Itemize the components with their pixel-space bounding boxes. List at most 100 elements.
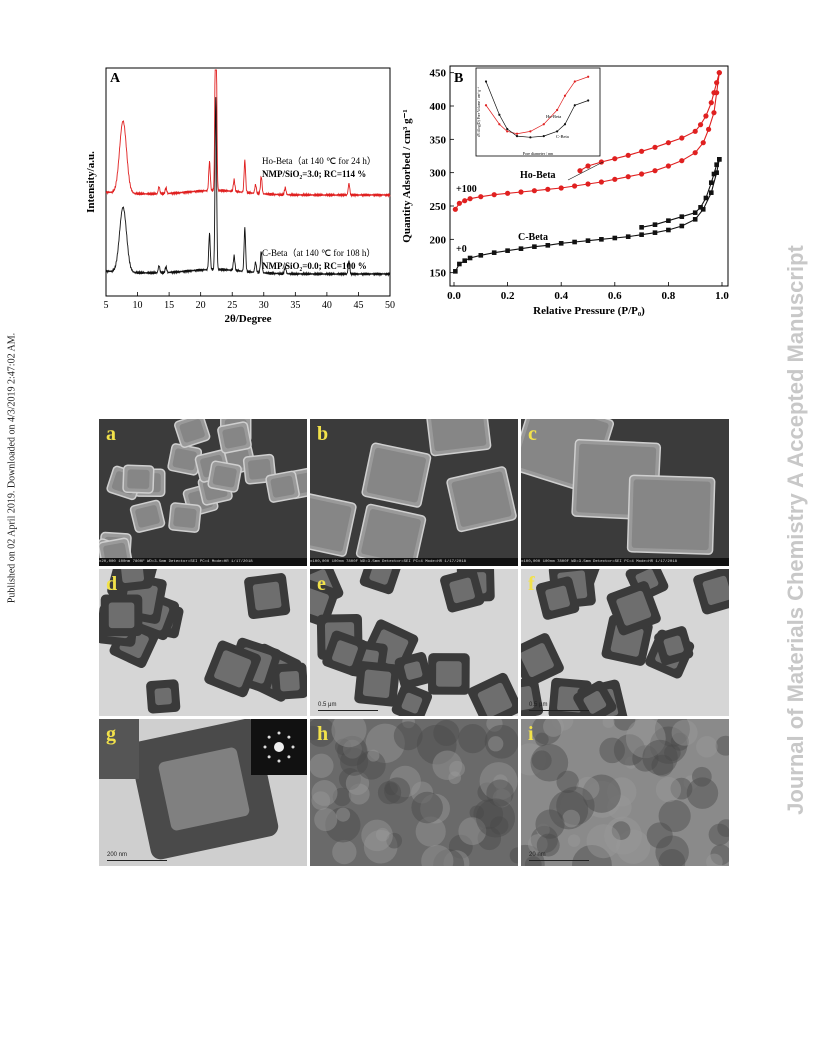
texture-blob — [613, 734, 646, 766]
scale-bar-label: 200 nm — [107, 852, 128, 858]
desorption-point — [612, 156, 618, 162]
texture-blob — [531, 719, 562, 745]
texture-blob — [715, 735, 729, 756]
desorption-point — [714, 80, 720, 86]
scale-bar — [107, 860, 167, 861]
x-tick-label: 0.0 — [447, 290, 461, 302]
callout-line — [567, 161, 604, 181]
x-tick-label: 10 — [133, 300, 143, 311]
texture-blob — [411, 781, 434, 804]
publication-note: Published on 02 April 2019. Downloaded o… — [0, 0, 24, 1056]
adsorption-point — [478, 253, 484, 258]
offset-label: +100 — [456, 184, 477, 195]
crystal-face — [179, 419, 205, 443]
inset-point — [587, 75, 590, 78]
journal-watermark-text: Journal of Materials Chemistry A Accepte… — [783, 245, 808, 815]
scale-bar — [318, 710, 378, 711]
inset-point — [556, 108, 559, 112]
texture-blob — [448, 771, 462, 785]
adsorption-point — [652, 230, 658, 235]
inset-point — [573, 104, 576, 107]
panel-letter: e — [317, 573, 326, 595]
diffraction-spot — [267, 735, 271, 739]
particle-core — [252, 581, 282, 611]
scale-bar-label: 20 nm — [529, 852, 546, 858]
x-axis-label: 2θ/Degree — [224, 313, 271, 325]
inset-frame — [475, 67, 601, 157]
adsorption-point — [700, 207, 706, 212]
adsorption-point — [708, 190, 714, 195]
adsorption-point — [639, 171, 645, 177]
desorption-point — [703, 113, 709, 119]
adsorption-point — [462, 258, 468, 263]
inset-point — [484, 80, 488, 83]
series-annotation: C-Beta（at 140 ℃ for 108 h） — [262, 248, 375, 258]
micrograph-d: d — [99, 569, 307, 716]
x-tick-label: 0.6 — [608, 290, 622, 302]
texture-blob — [332, 787, 352, 807]
y-tick-label: 350 — [430, 134, 447, 146]
sem-info-bar: x100,000 100nm 7800F WD=3.5mm Detector=S… — [310, 558, 518, 566]
adsorption-point — [457, 261, 462, 267]
x-tick-label: 45 — [353, 300, 363, 311]
micrograph-h: h — [310, 719, 518, 866]
texture-blob — [486, 779, 514, 807]
micrograph-g: g 200 nm — [99, 719, 307, 866]
adsorption-point — [692, 150, 698, 156]
micrograph-image — [521, 719, 729, 866]
x-tick-label: 0.4 — [554, 290, 568, 302]
y-axis-label: Quantity Adsorbed / cm³ g⁻¹ — [401, 109, 413, 242]
particle-core — [521, 686, 535, 712]
texture-blob — [604, 816, 643, 855]
texture-blob — [477, 826, 502, 851]
texture-blob — [433, 719, 460, 747]
micrograph-image — [310, 419, 518, 566]
isotherm-chart: 0.0 0.2 0.4 0.6 0.8 1.0 150 200 250 300 350 400 450 R… — [401, 65, 729, 317]
texture-blob — [583, 780, 621, 818]
inset-point — [542, 123, 545, 126]
texture-blob — [458, 724, 488, 754]
texture-blob — [389, 765, 421, 798]
desorption-point — [692, 210, 698, 215]
texture-blob — [632, 745, 659, 772]
diffraction-spot — [287, 735, 291, 739]
inset-y-label: dV/dlog(D) Pore Volume / cm³ g⁻¹ — [477, 87, 481, 137]
texture-blob — [310, 719, 336, 747]
panel-letter: g — [106, 723, 116, 745]
texture-blob — [416, 724, 457, 765]
diffraction-spot — [277, 731, 281, 735]
publication-text: Published on 02 April 2019. Downloaded o… — [6, 332, 18, 604]
sem-info-bar: x100,000 100nm 7800F WD=3.5mm Detector=S… — [521, 558, 729, 566]
micrograph-c: x100,000 100nm 7800F WD=3.5mm Detector=S… — [521, 419, 729, 566]
texture-blob — [536, 823, 550, 837]
inset-point — [563, 94, 567, 97]
texture-blob — [365, 723, 405, 763]
diffraction-spot — [263, 745, 267, 749]
particle-core — [362, 669, 392, 698]
texture-blob — [393, 721, 423, 751]
texture-blob — [586, 824, 621, 859]
particle-core — [557, 686, 584, 713]
texture-blob — [336, 807, 351, 822]
panel-letter: f — [528, 573, 535, 595]
crystal-face — [451, 471, 512, 527]
background — [521, 719, 729, 866]
desorption-point — [692, 128, 698, 134]
texture-blob — [535, 809, 565, 839]
texture-blob — [477, 782, 497, 802]
texture-blob — [654, 719, 690, 747]
x-tick-label: 0.2 — [501, 290, 515, 302]
adsorption-point — [666, 227, 671, 233]
micrograph-e: e 0.5 μm — [310, 569, 518, 716]
sem-info-bar: x20,000 100nm 7800F WD=3.5mm Detector=SE… — [99, 558, 307, 566]
micrograph-f: f 0.5 μm — [521, 569, 729, 716]
adsorption-point — [467, 196, 473, 202]
inset-point — [587, 99, 590, 102]
panel-letter: c — [528, 423, 537, 445]
particle-core — [120, 569, 144, 584]
texture-blob — [337, 735, 368, 767]
micrograph-b: x100,000 100nm 7800F WD=3.5mm Detector=S… — [310, 419, 518, 566]
texture-blob — [331, 719, 367, 748]
texture-blob — [310, 753, 334, 778]
panel-letter: d — [106, 573, 118, 595]
